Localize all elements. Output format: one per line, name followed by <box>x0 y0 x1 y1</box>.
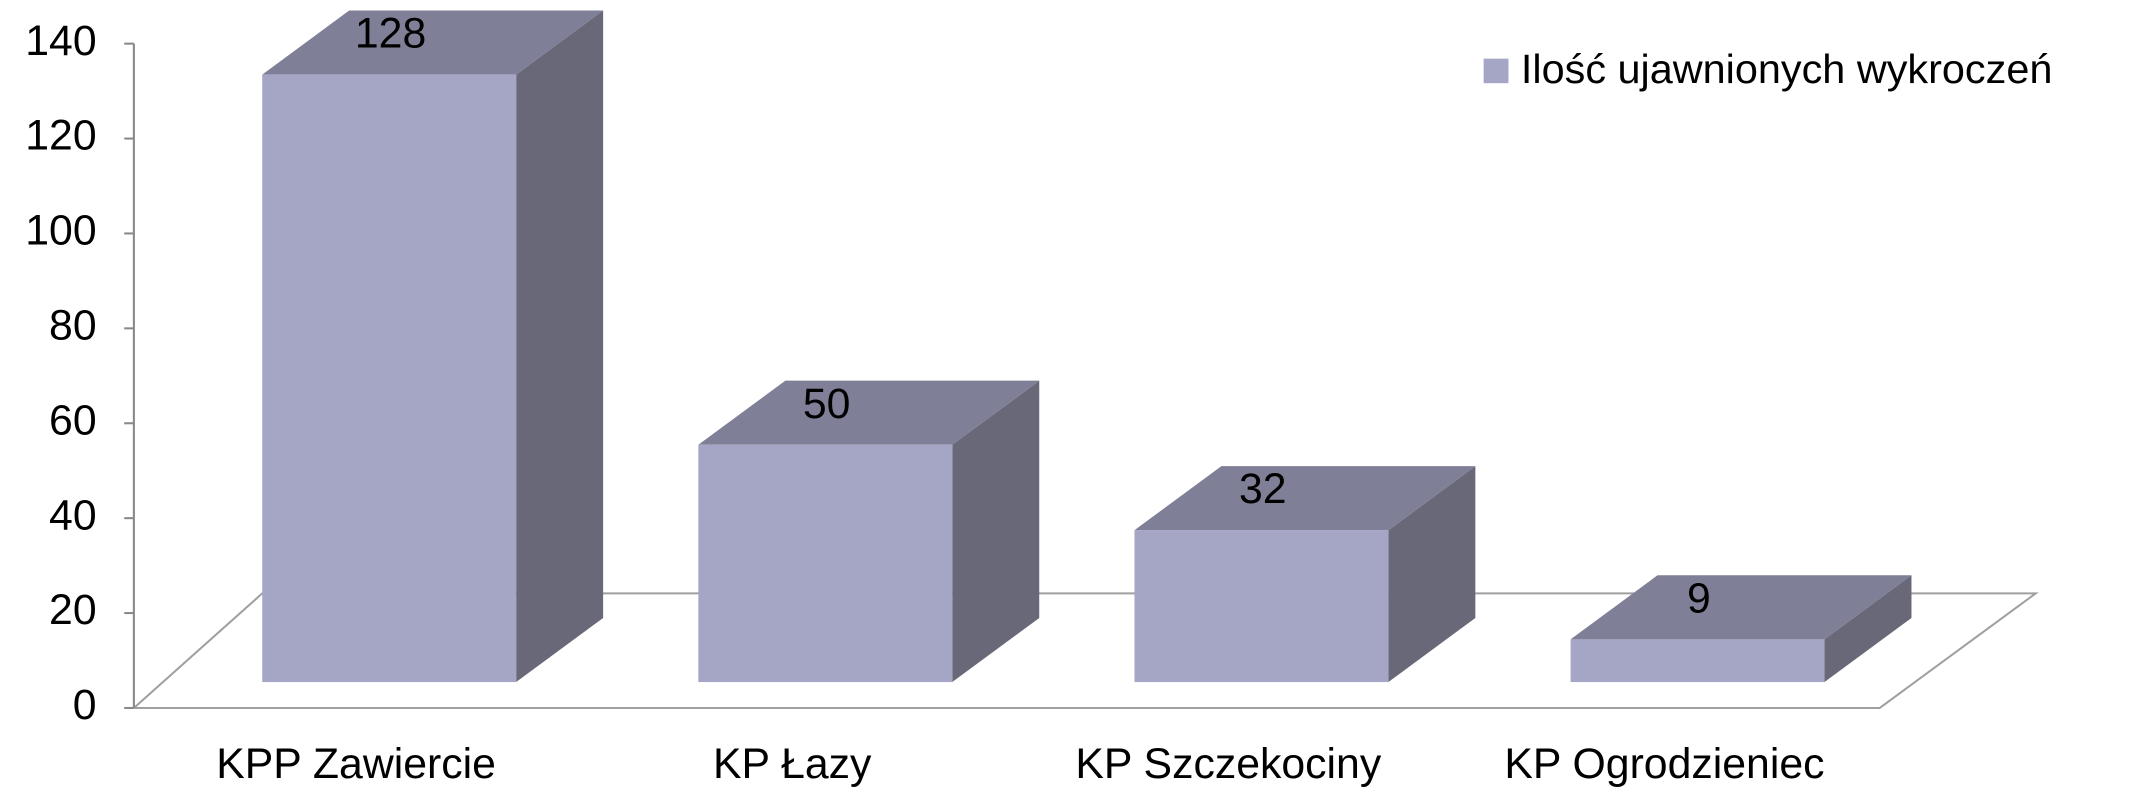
bar-side <box>516 10 604 683</box>
y-tick-label: 40 <box>49 492 97 540</box>
x-tick-label: KP Łazy <box>713 740 872 788</box>
y-tick-label: 60 <box>49 397 97 445</box>
floor-outline <box>133 592 2039 709</box>
y-tick-label: 0 <box>73 681 97 729</box>
legend-label: Ilość ujawnionych wykroczeń <box>1521 46 2052 92</box>
data-label: 50 <box>803 380 851 428</box>
bar-side <box>952 380 1040 683</box>
legend-swatch <box>1483 58 1509 84</box>
bar-side <box>1824 575 1912 683</box>
y-tick-label: 120 <box>25 112 96 160</box>
data-label: 32 <box>1239 465 1287 513</box>
bar-top <box>698 380 1040 445</box>
y-tick-label: 20 <box>49 586 97 634</box>
bar-top <box>1570 575 1912 640</box>
bar <box>262 74 517 683</box>
data-label: 128 <box>355 10 426 58</box>
x-tick-label: KP Szczekociny <box>1075 740 1382 788</box>
x-tick-label: KP Ogrodzieniec <box>1504 740 1824 788</box>
bar-top <box>262 10 604 75</box>
bar <box>1134 530 1389 683</box>
bar-side <box>1388 466 1476 683</box>
bar <box>1570 639 1825 683</box>
y-tick-label: 140 <box>25 17 96 65</box>
floor <box>133 592 2039 709</box>
data-label: 9 <box>1687 575 1711 623</box>
y-tick-label: 100 <box>25 207 96 255</box>
bar <box>698 444 953 683</box>
bar-top <box>1134 466 1476 531</box>
y-tick-label: 80 <box>49 302 97 350</box>
x-tick-label: KPP Zawiercie <box>216 740 496 788</box>
